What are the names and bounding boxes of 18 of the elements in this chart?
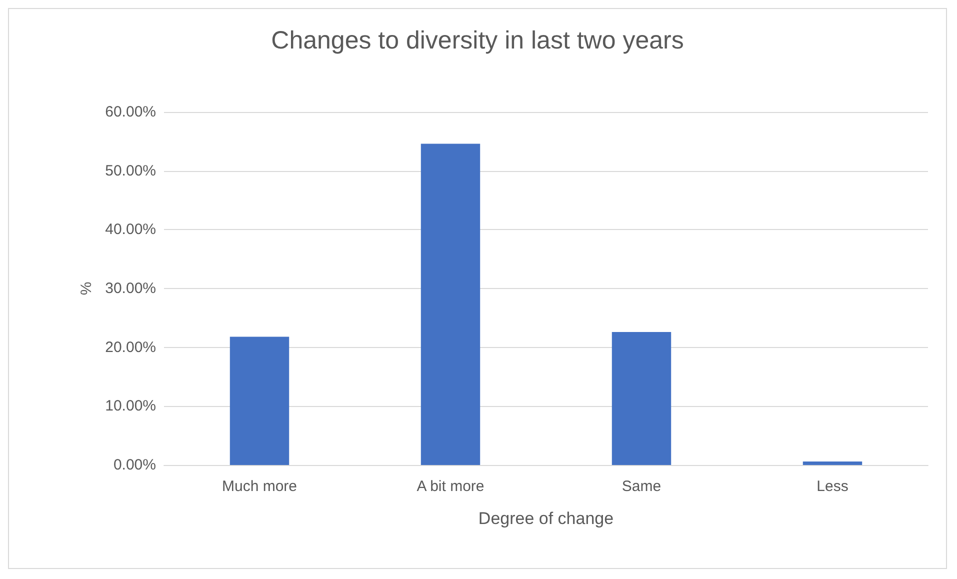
- x-axis-title: Degree of change: [478, 509, 614, 528]
- y-axis-title: %: [78, 282, 95, 296]
- bar: [802, 461, 862, 465]
- bar: [230, 336, 290, 465]
- y-tick-label: 40.00%: [105, 221, 156, 238]
- y-tick-label: 50.00%: [105, 162, 156, 180]
- bar: [420, 144, 480, 465]
- y-tick-label: 0.00%: [113, 456, 156, 474]
- x-tick-label: Same: [622, 478, 662, 495]
- x-tick-label: Less: [816, 478, 848, 495]
- y-tick-label: 60.00%: [105, 104, 156, 120]
- x-tick-label: A bit more: [416, 478, 484, 495]
- y-tick-label: 30.00%: [105, 280, 156, 297]
- y-tick-label: 10.00%: [105, 398, 156, 415]
- bar: [612, 332, 672, 465]
- y-tick-label: 20.00%: [105, 338, 156, 356]
- chart-title: Changes to diversity in last two years: [271, 26, 684, 54]
- x-tick-label: Much more: [222, 478, 298, 495]
